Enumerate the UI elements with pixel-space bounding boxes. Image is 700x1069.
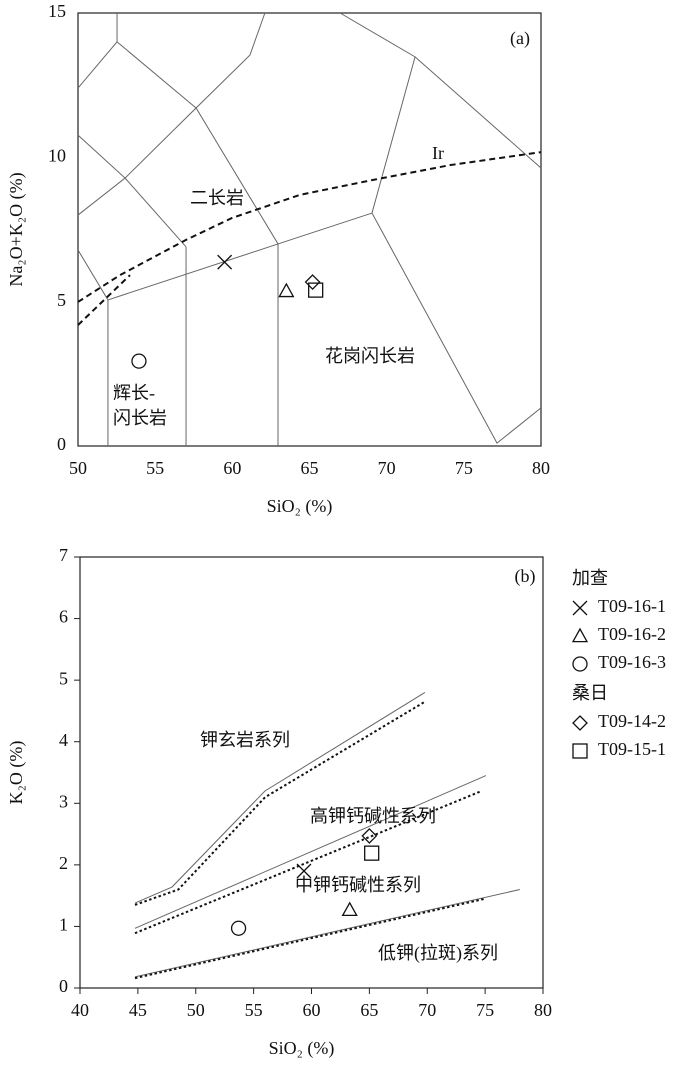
- plot-frame: [79, 556, 544, 989]
- field-label: 中钾钙碱性系列: [295, 875, 421, 895]
- x-tick-label: 80: [534, 1000, 552, 1020]
- y-tick-label: 6: [59, 607, 68, 627]
- boundary-line: [77, 177, 187, 248]
- boundary-line: [77, 151, 542, 303]
- y-tick-label: 5: [57, 290, 66, 310]
- boundary-line: [339, 12, 416, 58]
- boundary-line: [134, 790, 483, 935]
- x-tick-label: 75: [455, 458, 473, 478]
- x-tick-label: 60: [223, 458, 241, 478]
- boundary-line: [134, 700, 426, 906]
- panel-label: (b): [515, 566, 536, 587]
- marker-triangle: [278, 282, 295, 298]
- field-label: 钾玄岩系列: [200, 730, 290, 750]
- boundary-line: [107, 212, 542, 444]
- x-tick-label: 65: [301, 458, 319, 478]
- legend-group-title: 桑日: [572, 683, 608, 703]
- marker-circle: [230, 920, 247, 936]
- marker-diamond: [361, 827, 378, 844]
- marker-x: [217, 254, 233, 270]
- legend-entry: T09-16-1: [598, 596, 666, 616]
- boundary-line: [77, 13, 118, 89]
- boundary-line: [77, 274, 131, 326]
- y-tick-label: 3: [59, 791, 68, 811]
- legend-entry: T09-15-1: [598, 739, 666, 759]
- marker-square: [364, 845, 380, 861]
- boundary-line: [134, 888, 520, 978]
- y-tick-label: 15: [48, 1, 66, 21]
- legend-group-title: 加查: [572, 568, 608, 588]
- boundary-line: [195, 12, 266, 109]
- x-tick-label: 65: [360, 1000, 378, 1020]
- field-label: Ir: [432, 143, 444, 163]
- y-axis-title: Na₂O+K₂O (%): [6, 172, 27, 286]
- y-tick-label: 4: [59, 730, 68, 750]
- boundary-line: [371, 55, 542, 214]
- marker-x: [296, 863, 312, 879]
- x-tick-label: 55: [146, 458, 164, 478]
- field-label: 低钾(拉斑)系列: [378, 943, 498, 964]
- legend-marker: [572, 600, 588, 616]
- y-tick-label: 0: [57, 434, 66, 454]
- legend-marker: [571, 627, 589, 643]
- x-tick-label: 75: [476, 1000, 494, 1020]
- y-tick-label: 5: [59, 668, 68, 688]
- x-axis-title: SiO₂ (%): [269, 1038, 335, 1059]
- marker-triangle: [341, 901, 358, 917]
- boundary-line: [134, 775, 487, 929]
- legend-entry: T09-16-2: [598, 624, 666, 644]
- x-tick-label: 45: [129, 1000, 147, 1020]
- legend-marker: [572, 743, 588, 759]
- marker-diamond: [304, 274, 321, 290]
- field-label: 辉长-: [113, 383, 155, 403]
- field-label: 闪长岩: [113, 408, 167, 428]
- boundary-line: [134, 692, 426, 904]
- plot-frame: [77, 12, 542, 447]
- x-tick-label: 55: [245, 1000, 263, 1020]
- y-tick-label: 1: [59, 915, 68, 935]
- boundary-line: [77, 107, 279, 245]
- y-tick-label: 10: [48, 145, 66, 165]
- x-tick-label: 70: [378, 458, 396, 478]
- panel: 50 55 60 65 70 75 80 0 5 10 15 SiO₂ (%) Na₂O+K₂O (%)…: [6, 1, 550, 517]
- x-tick-label: 60: [303, 1000, 321, 1020]
- legend-marker: [572, 715, 588, 731]
- legend-marker: [572, 656, 588, 672]
- field-label: 二长岩: [190, 188, 244, 208]
- x-axis-title: SiO₂ (%): [267, 496, 333, 517]
- field-label: 花岗闪长岩: [325, 346, 415, 366]
- y-tick-label: 2: [59, 853, 68, 873]
- boundary-line: [116, 41, 197, 109]
- y-tick-label: 7: [59, 545, 68, 565]
- y-tick-label: 0: [59, 976, 68, 996]
- legend-entry: T09-16-3: [598, 652, 666, 672]
- marker-circle: [131, 353, 147, 369]
- x-tick-label: 70: [418, 1000, 436, 1020]
- x-tick-label: 50: [187, 1000, 205, 1020]
- x-tick-label: 80: [532, 458, 550, 478]
- x-tick-label: 50: [69, 458, 87, 478]
- panel-label: (a): [510, 28, 530, 49]
- boundary-line: [77, 249, 109, 301]
- marker-square: [308, 282, 324, 298]
- field-label: 高钾钙碱性系列: [310, 806, 436, 826]
- legend-entry: T09-14-2: [598, 711, 666, 731]
- x-tick-label: 40: [71, 1000, 89, 1020]
- y-axis-title: K₂O (%): [6, 741, 27, 805]
